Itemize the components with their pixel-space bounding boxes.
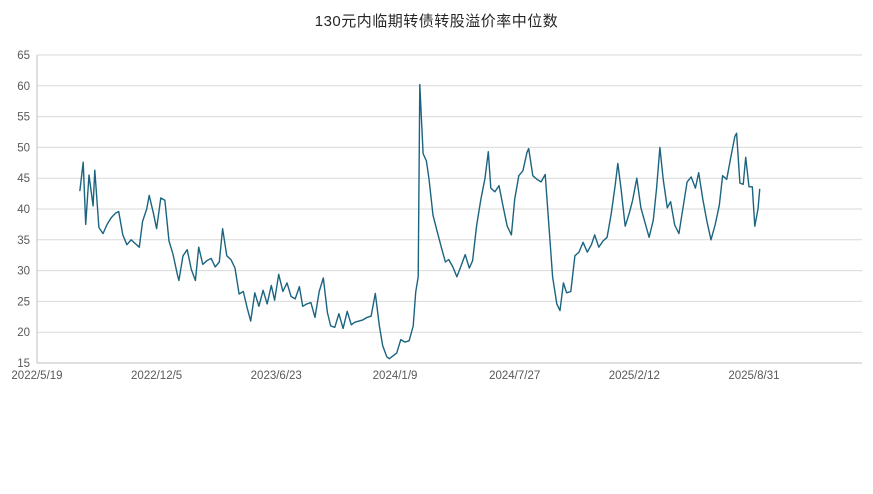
y-axis-label: 50 <box>17 142 30 154</box>
y-axis-label: 25 <box>17 296 30 308</box>
y-axis-label: 20 <box>17 327 30 339</box>
y-axis-label: 55 <box>17 112 30 124</box>
y-axis-label: 60 <box>17 81 30 93</box>
chart-title: 130元内临期转债转股溢价率中位数 <box>314 13 559 30</box>
y-axis-label: 40 <box>17 204 30 216</box>
x-axis-label: 2022/5/19 <box>11 370 62 382</box>
y-axis-label: 30 <box>17 266 30 278</box>
y-axis-label: 65 <box>17 50 30 62</box>
x-axis-label: 2023/6/23 <box>251 370 302 382</box>
x-axis-label: 2022/12/5 <box>131 370 182 382</box>
x-axis-label: 2024/7/27 <box>489 370 540 382</box>
x-axis-label: 2025/8/31 <box>728 370 779 382</box>
y-axis-label: 45 <box>17 173 30 185</box>
x-axis-label: 2024/1/9 <box>373 370 418 382</box>
y-axis-label: 15 <box>17 358 30 370</box>
y-axis-label: 35 <box>17 235 30 247</box>
series-line <box>79 83 761 360</box>
x-axis-label: 2025/2/12 <box>609 370 660 382</box>
